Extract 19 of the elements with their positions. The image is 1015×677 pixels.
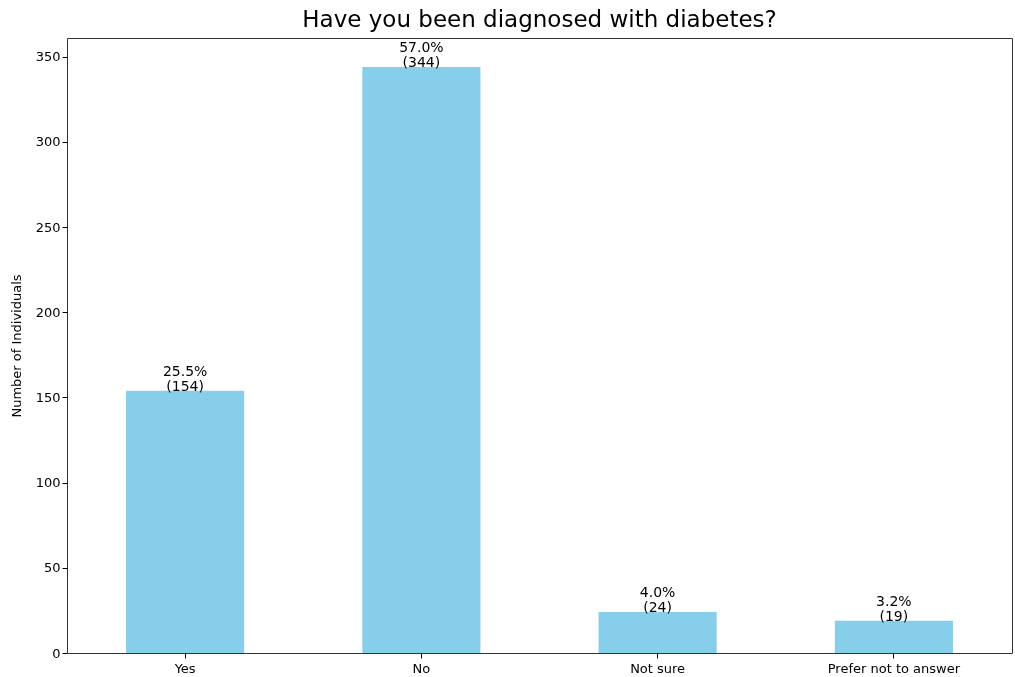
data-label: 57.0% (344) [399, 38, 444, 70]
x-tick-label: Not sure [630, 660, 686, 676]
y-tick-label: 350 [35, 49, 61, 65]
y-tick-label: 300 [35, 134, 61, 150]
y-tick-label: 100 [35, 475, 61, 491]
x-tick-label: Yes [173, 660, 196, 676]
data-label: 3.2% (19) [876, 592, 912, 624]
data-label: 25.5% (154) [162, 362, 208, 394]
x-tick-label: Prefer not to answer [827, 660, 961, 676]
y-tick-label: 150 [35, 389, 61, 405]
bar [598, 612, 717, 653]
y-tick-label: 200 [35, 304, 61, 320]
y-axis-title: Number of Individuals [8, 274, 24, 418]
y-tick-label: 50 [43, 560, 61, 576]
data-label: 4.0% (24) [639, 584, 676, 616]
y-tick-label: 0 [52, 645, 61, 661]
y-tick-label: 250 [35, 219, 61, 235]
chart-title: Have you been diagnosed with diabetes? [302, 6, 777, 32]
x-tick-label: No [412, 660, 431, 676]
